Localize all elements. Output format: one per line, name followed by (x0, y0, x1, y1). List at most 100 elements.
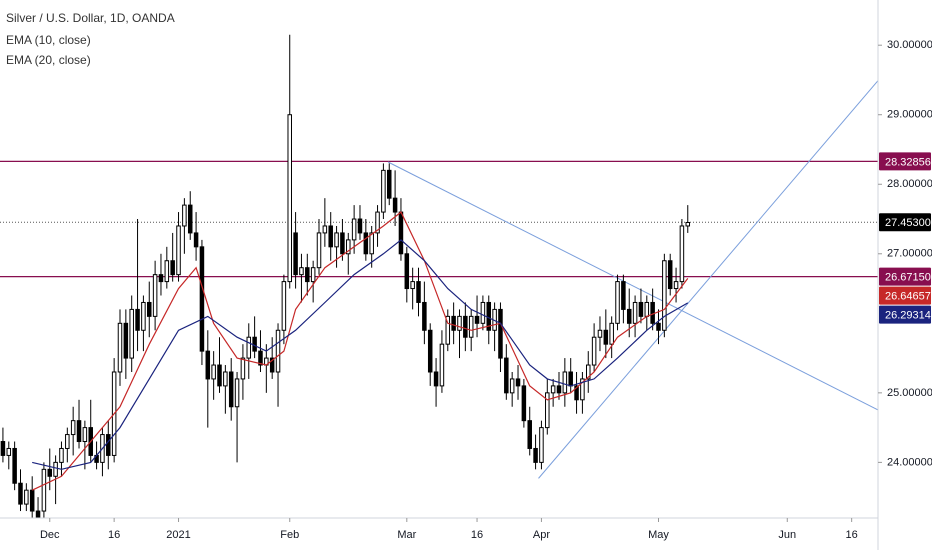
candle-body (310, 267, 316, 283)
candle-body (281, 281, 287, 331)
candle-body (457, 315, 462, 331)
candle-body (164, 260, 170, 283)
candle-body (527, 420, 532, 449)
candle-body (533, 447, 538, 463)
candle-body (205, 350, 211, 380)
candle-body (398, 211, 404, 255)
candle-body (129, 308, 134, 359)
chart-title: Silver / U.S. Dollar, 1D, OANDA (6, 11, 175, 25)
x-tick-label: 16 (471, 529, 483, 541)
candle-body (334, 232, 339, 248)
x-tick-label: May (648, 529, 669, 541)
candle-body (176, 225, 181, 276)
candle-body (410, 281, 415, 290)
y-tick-label: 25.00000 (887, 387, 932, 399)
candle-body (515, 378, 521, 387)
candle-body (234, 378, 240, 408)
candle-body (328, 225, 333, 248)
candle-body (568, 371, 573, 387)
candle-body (556, 385, 562, 394)
candle-body (240, 357, 246, 380)
candle-body (0, 441, 6, 456)
candle-body (299, 267, 304, 276)
candle-body (147, 301, 152, 317)
candle-body (474, 315, 480, 324)
candle-body (586, 364, 591, 380)
x-tick-label: 2021 (166, 529, 190, 541)
candle-body (316, 232, 322, 269)
candle-body (70, 420, 76, 436)
candle-body (369, 232, 374, 255)
y-tick-label: 28.00000 (887, 178, 932, 190)
x-tick-label: Feb (280, 529, 299, 541)
x-tick-label: 16 (108, 529, 120, 541)
candle-body (82, 427, 88, 443)
candle-body (35, 510, 41, 518)
x-tick-label: Jun (778, 529, 796, 541)
candle-body (351, 218, 357, 241)
candle-body (667, 260, 673, 290)
candle-body (386, 169, 392, 199)
y-tick-label: 29.00000 (887, 109, 932, 121)
candle-body (638, 301, 644, 317)
candle-body (152, 274, 158, 317)
y-tick-label: 24.00000 (887, 456, 932, 468)
price-label-box (879, 267, 931, 286)
candle-body (12, 447, 17, 484)
candle-body (580, 378, 585, 401)
candle-body (363, 232, 369, 255)
candle-body (293, 232, 298, 276)
candle-body (217, 364, 222, 387)
candle-body (521, 385, 527, 422)
price-label-box (879, 305, 931, 324)
candle-body (275, 329, 281, 373)
candle-body (603, 329, 609, 345)
candle-body (193, 232, 199, 248)
candle-body (597, 329, 603, 338)
candle-body (662, 260, 667, 331)
y-tick-label: 27.00000 (887, 248, 932, 260)
ema-line (32, 239, 689, 470)
price-label: 27.45300 (885, 217, 931, 229)
candle-body (416, 281, 421, 303)
candle-body (427, 329, 433, 373)
candle-body (223, 371, 228, 387)
candle-body (182, 204, 187, 227)
plot-area (0, 34, 878, 518)
candle-body (381, 169, 386, 213)
candle-body (673, 281, 679, 290)
candle-body (53, 461, 58, 477)
candle-body (445, 315, 451, 345)
candle-body (106, 434, 111, 456)
candle-body (211, 364, 216, 380)
x-tick-label: Dec (40, 529, 60, 541)
candle-body (463, 315, 468, 338)
candle-body (187, 204, 193, 234)
y-tick-label: 30.00000 (887, 39, 932, 51)
candle-body (305, 267, 310, 283)
x-tick-label: 16 (846, 529, 858, 541)
candle-body (539, 427, 544, 463)
candle-body (392, 197, 398, 213)
candle-body (574, 385, 579, 401)
candle-body (609, 322, 614, 345)
candle-body (550, 385, 556, 394)
trendline (387, 161, 878, 411)
candle-body (228, 371, 234, 408)
candle-body (685, 221, 691, 227)
candle-body (170, 260, 175, 276)
trendline (538, 79, 878, 479)
candle-body (644, 301, 650, 317)
candle-body (123, 322, 129, 359)
candle-body (650, 301, 655, 324)
candle-body (615, 281, 620, 324)
candle-body (404, 253, 410, 290)
candle-body (451, 315, 456, 331)
candle-body (141, 301, 146, 331)
x-tick-label: Apr (533, 529, 550, 541)
candle-body (65, 434, 70, 449)
legend-entry: EMA (10, close) (6, 33, 91, 47)
